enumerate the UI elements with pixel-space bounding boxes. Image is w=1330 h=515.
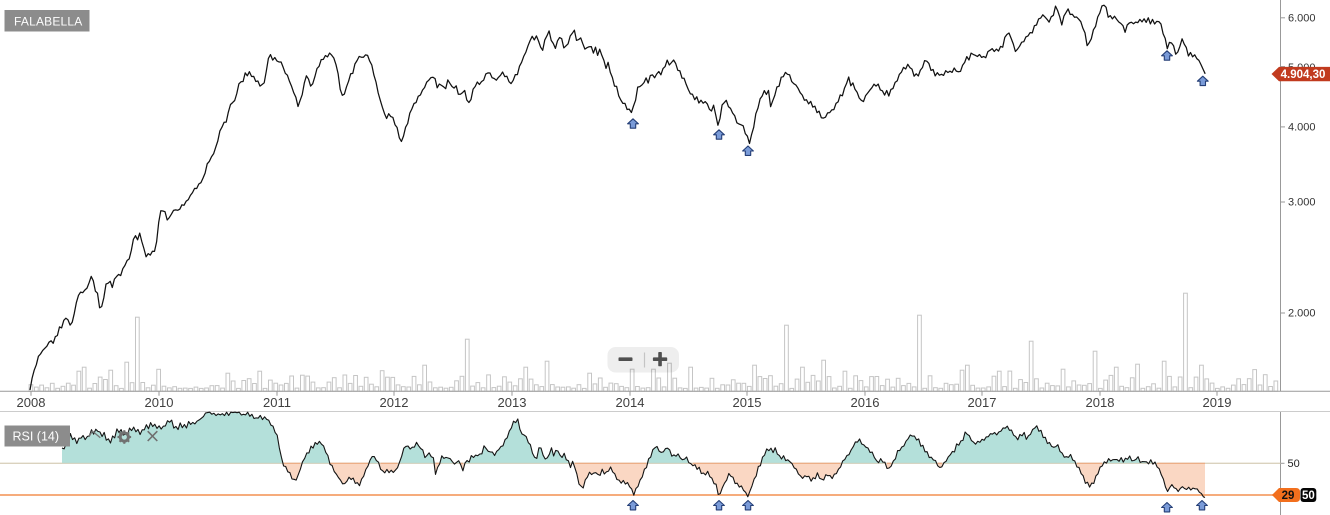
svg-text:2011: 2011 — [263, 395, 291, 410]
svg-text:2014: 2014 — [616, 395, 645, 410]
svg-text:6.000: 6.000 — [1288, 13, 1316, 25]
svg-text:4.904,30: 4.904,30 — [1281, 69, 1326, 81]
svg-text:29: 29 — [1282, 490, 1295, 502]
svg-text:2008: 2008 — [17, 395, 46, 410]
svg-text:2016: 2016 — [851, 395, 880, 410]
svg-text:2015: 2015 — [733, 395, 762, 410]
svg-text:50: 50 — [1288, 458, 1300, 470]
svg-text:2012: 2012 — [380, 395, 409, 410]
svg-text:2.000: 2.000 — [1288, 308, 1316, 320]
svg-text:FALABELLA: FALABELLA — [14, 14, 83, 28]
svg-text:2013: 2013 — [498, 395, 527, 410]
svg-text:RSI (14): RSI (14) — [13, 430, 60, 444]
svg-text:2019: 2019 — [1203, 395, 1232, 410]
svg-text:2018: 2018 — [1086, 395, 1115, 410]
svg-text:50: 50 — [1302, 490, 1315, 502]
svg-text:2017: 2017 — [968, 395, 997, 410]
svg-text:2010: 2010 — [145, 395, 174, 410]
svg-text:4.000: 4.000 — [1288, 122, 1316, 134]
svg-text:3.000: 3.000 — [1288, 197, 1316, 209]
